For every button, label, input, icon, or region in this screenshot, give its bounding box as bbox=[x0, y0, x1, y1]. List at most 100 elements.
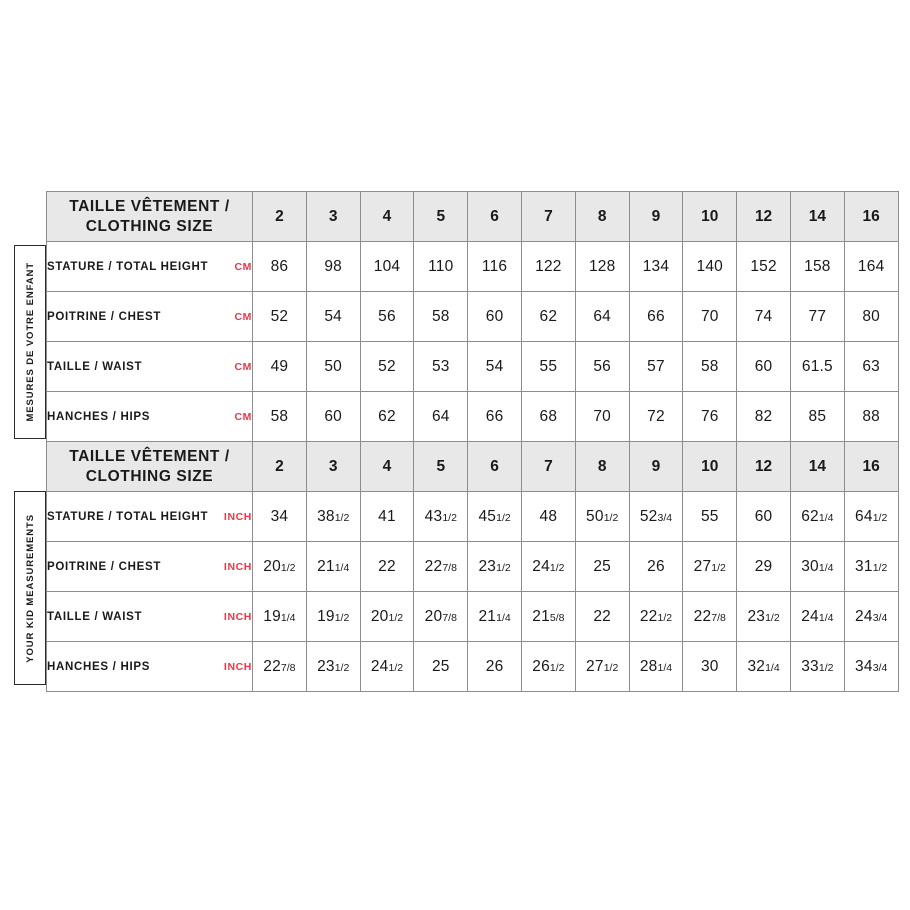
measurement-value-cell: 58 bbox=[252, 391, 307, 442]
measurement-value-cell: 241/2 bbox=[359, 641, 415, 692]
measurement-value-cell: 25 bbox=[574, 541, 630, 592]
table-row: TAILLE / WAIST CM 49 50 52 53 54 55 56 57 58 60 61.5… bbox=[46, 341, 899, 392]
size-header-cell: 16 bbox=[843, 191, 899, 242]
measurement-value-cell: 621/4 bbox=[789, 491, 845, 542]
measurement-value-cell: 41 bbox=[359, 491, 415, 542]
measurement-value-cell: 381/2 bbox=[305, 491, 361, 542]
measurement-label-cell: POITRINE / CHEST INCH bbox=[46, 541, 253, 592]
measurement-value-cell: 80 bbox=[843, 291, 899, 342]
measurement-value-cell: 66 bbox=[628, 291, 684, 342]
measurement-name: POITRINE / CHEST bbox=[47, 310, 162, 323]
size-header-cell: 9 bbox=[628, 441, 684, 492]
measurement-value-cell: 64 bbox=[413, 391, 469, 442]
measurement-value-cell: 57 bbox=[628, 341, 684, 392]
measurement-value-cell: 74 bbox=[736, 291, 791, 342]
measurement-value-cell: 54 bbox=[305, 291, 361, 342]
measurement-value-cell: 34 bbox=[252, 491, 307, 542]
measurement-value-cell: 63 bbox=[843, 341, 899, 392]
measurement-value-cell: 98 bbox=[305, 241, 361, 292]
measurement-value-cell: 211/4 bbox=[467, 591, 522, 642]
measurement-unit: INCH bbox=[223, 610, 252, 623]
measurement-value-cell: 61.5 bbox=[789, 341, 845, 392]
clothing-size-header-row: TAILLE VÊTEMENT / CLOTHING SIZE 2 3 4 5 6 7 8 9 10… bbox=[46, 441, 899, 492]
side-label-cm-text: MESURES DE VOTRE ENFANT bbox=[24, 262, 36, 422]
measurement-value-cell: 50 bbox=[305, 341, 361, 392]
size-chart-table: TAILLE VÊTEMENT / CLOTHING SIZE 2 3 4 5 6 7 8 9 10… bbox=[46, 191, 899, 692]
table-row: POITRINE / CHEST CM 52 54 56 58 60 62 64 66 70 74 77… bbox=[46, 291, 899, 342]
table-row: TAILLE / WAIST INCH 191/4 191/2 201/2 207/8 21… bbox=[46, 591, 899, 642]
measurement-value-cell: 66 bbox=[467, 391, 522, 442]
measurement-value-cell: 191/2 bbox=[305, 591, 361, 642]
measurement-value-cell: 76 bbox=[682, 391, 738, 442]
size-header-cell: 12 bbox=[736, 441, 791, 492]
measurement-name: HANCHES / HIPS bbox=[47, 410, 151, 423]
measurement-label-cell: TAILLE / WAIST INCH bbox=[46, 591, 253, 642]
measurement-label-cell: TAILLE / WAIST CM bbox=[46, 341, 253, 392]
measurement-value-cell: 241/4 bbox=[789, 591, 845, 642]
side-label-cm-block: MESURES DE VOTRE ENFANT bbox=[14, 245, 46, 439]
measurement-unit: INCH bbox=[223, 660, 252, 673]
size-header-cell: 8 bbox=[574, 441, 630, 492]
measurement-value-cell: 231/2 bbox=[736, 591, 791, 642]
side-label-inch-text: YOUR KID MEASUREMENTS bbox=[24, 513, 36, 663]
measurement-label-cell: HANCHES / HIPS INCH bbox=[46, 641, 253, 692]
header-label-line-1: TAILLE VÊTEMENT / bbox=[69, 198, 230, 216]
measurement-unit: CM bbox=[234, 260, 252, 273]
measurement-value-cell: 271/2 bbox=[682, 541, 738, 592]
measurement-value-cell: 128 bbox=[574, 241, 630, 292]
measurement-value-cell: 70 bbox=[682, 291, 738, 342]
measurement-value-cell: 85 bbox=[789, 391, 845, 442]
measurement-value-cell: 331/2 bbox=[789, 641, 845, 692]
size-header-cell: 14 bbox=[789, 191, 845, 242]
measurement-value-cell: 227/8 bbox=[682, 591, 738, 642]
measurement-name: TAILLE / WAIST bbox=[47, 360, 143, 373]
measurement-value-cell: 25 bbox=[413, 641, 469, 692]
measurement-value-cell: 82 bbox=[736, 391, 791, 442]
measurement-unit: CM bbox=[234, 310, 252, 323]
measurement-value-cell: 164 bbox=[843, 241, 899, 292]
measurement-name: TAILLE / WAIST bbox=[47, 610, 143, 623]
size-header-cell: 7 bbox=[520, 191, 576, 242]
measurement-value-cell: 56 bbox=[359, 291, 415, 342]
size-header-cell: 2 bbox=[252, 191, 307, 242]
measurement-value-cell: 241/2 bbox=[520, 541, 576, 592]
measurement-value-cell: 122 bbox=[520, 241, 576, 292]
measurement-value-cell: 221/2 bbox=[628, 591, 684, 642]
measurement-value-cell: 431/2 bbox=[413, 491, 469, 542]
side-label-inch-block: YOUR KID MEASUREMENTS bbox=[14, 491, 46, 685]
measurement-value-cell: 54 bbox=[467, 341, 522, 392]
measurement-value-cell: 227/8 bbox=[252, 641, 307, 692]
measurement-value-cell: 211/4 bbox=[305, 541, 361, 592]
table-row: HANCHES / HIPS INCH 227/8 231/2 241/2 25 26 261… bbox=[46, 641, 899, 692]
table-row: STATURE / TOTAL HEIGHT CM 86 98 104 110 116 122… bbox=[46, 241, 899, 292]
size-header-cell: 4 bbox=[359, 441, 415, 492]
measurement-value-cell: 60 bbox=[305, 391, 361, 442]
table-row: STATURE / TOTAL HEIGHT INCH 34 381/2 41 431/2… bbox=[46, 491, 899, 542]
measurement-value-cell: 48 bbox=[520, 491, 576, 542]
measurement-label-cell: STATURE / TOTAL HEIGHT CM bbox=[46, 241, 253, 292]
measurement-label-cell: POITRINE / CHEST CM bbox=[46, 291, 253, 342]
measurement-value-cell: 134 bbox=[628, 241, 684, 292]
clothing-size-header-label: TAILLE VÊTEMENT / CLOTHING SIZE bbox=[46, 191, 253, 242]
measurement-value-cell: 641/2 bbox=[843, 491, 899, 542]
measurement-value-cell: 271/2 bbox=[574, 641, 630, 692]
measurement-value-cell: 22 bbox=[359, 541, 415, 592]
measurement-name: STATURE / TOTAL HEIGHT bbox=[47, 260, 209, 273]
measurement-value-cell: 55 bbox=[520, 341, 576, 392]
measurement-value-cell: 86 bbox=[252, 241, 307, 292]
measurement-value-cell: 22 bbox=[574, 591, 630, 642]
measurement-value-cell: 55 bbox=[682, 491, 738, 542]
measurement-value-cell: 201/2 bbox=[252, 541, 307, 592]
measurement-value-cell: 281/4 bbox=[628, 641, 684, 692]
measurement-value-cell: 321/4 bbox=[736, 641, 791, 692]
measurement-value-cell: 261/2 bbox=[520, 641, 576, 692]
measurement-value-cell: 68 bbox=[520, 391, 576, 442]
size-header-cell: 6 bbox=[467, 441, 522, 492]
measurement-value-cell: 152 bbox=[736, 241, 791, 292]
size-header-cell: 12 bbox=[736, 191, 791, 242]
size-chart-body: TAILLE VÊTEMENT / CLOTHING SIZE 2 3 4 5 6 7 8 9 10… bbox=[46, 191, 899, 692]
measurement-value-cell: 231/2 bbox=[305, 641, 361, 692]
size-header-cell: 4 bbox=[359, 191, 415, 242]
header-label-line-1: TAILLE VÊTEMENT / bbox=[69, 448, 230, 466]
size-header-cell: 3 bbox=[305, 441, 361, 492]
